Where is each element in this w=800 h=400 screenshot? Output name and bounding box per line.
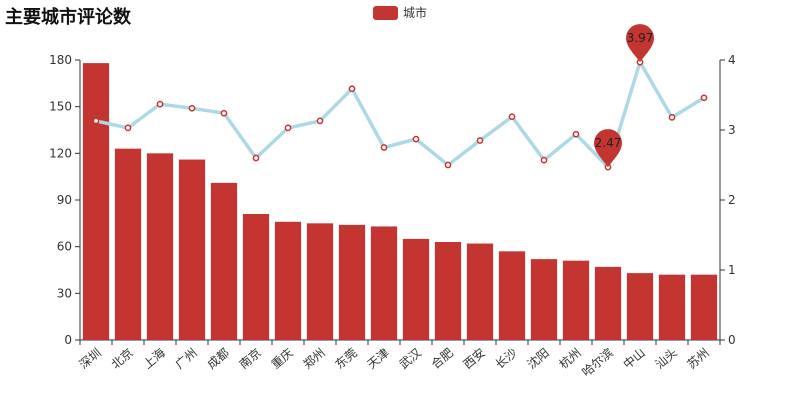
line-point [540, 156, 548, 164]
bar [658, 274, 686, 340]
line-point [316, 117, 324, 125]
x-axis-tick-label: 哈尔滨 [579, 345, 616, 380]
line-point [92, 117, 100, 125]
line-series [92, 58, 708, 171]
line-point [508, 113, 516, 121]
left-axis-tick-label: 0 [64, 333, 72, 347]
mark-point-pin [626, 24, 654, 63]
left-axis-tick-label: 30 [57, 286, 72, 300]
x-axis-tick-label: 合肥 [428, 345, 456, 372]
x-axis-tick-label: 南京 [236, 345, 264, 372]
x-axis-tick-label: 中山 [620, 345, 648, 372]
right-axis-tick-label: 4 [728, 53, 736, 67]
x-axis-tick-label: 北京 [109, 346, 136, 372]
line-point [700, 94, 708, 102]
line-point [476, 137, 484, 144]
bar [690, 274, 718, 340]
bar [306, 223, 334, 340]
bar [242, 214, 270, 340]
x-axis-tick-label: 成都 [205, 346, 232, 372]
bar [114, 148, 142, 340]
x-axis-tick-label: 东莞 [333, 346, 360, 372]
x-axis-tick-label: 汕头 [653, 346, 680, 372]
bar [530, 259, 558, 340]
bar [210, 182, 238, 340]
bar [466, 243, 494, 340]
line-point [284, 124, 292, 132]
legend-swatch [373, 5, 398, 20]
x-axis-tick-label: 武汉 [397, 346, 424, 372]
bar [562, 260, 590, 340]
left-axis-tick-label: 120 [49, 146, 72, 160]
line-point [444, 161, 452, 169]
bar-series [82, 63, 718, 340]
line-point [412, 135, 420, 143]
bar [82, 63, 110, 340]
x-axis-tick-label: 深圳 [77, 346, 104, 372]
bar [626, 273, 654, 340]
line-point [348, 85, 356, 93]
bar [274, 221, 302, 340]
x-axis-tick-label: 上海 [140, 345, 168, 372]
line-path [95, 60, 705, 169]
right-axis-tick-label: 0 [728, 333, 736, 347]
x-axis-tick-label: 西安 [460, 345, 488, 372]
bar [434, 242, 462, 340]
x-axis-tick-label: 郑州 [300, 345, 328, 372]
line-point [572, 130, 580, 138]
legend[interactable]: 城市 [373, 4, 427, 21]
line-point [188, 104, 196, 112]
x-axis-tick-label: 沈阳 [524, 345, 552, 372]
mark-points: 3.97 2.47 [594, 24, 654, 168]
line-point [380, 144, 388, 151]
bar [370, 226, 398, 340]
x-axis-tick-label: 长沙 [493, 346, 520, 372]
left-axis-tick-label: 60 [57, 240, 72, 254]
line-point [668, 114, 676, 121]
x-axis-tick-label: 苏州 [685, 346, 712, 372]
bar [402, 238, 430, 340]
bar [146, 153, 174, 340]
chart-title: 主要城市评论数 [5, 7, 131, 28]
right-axis-tick-label: 3 [728, 123, 736, 137]
line-point [220, 109, 228, 117]
mark-point-label: 2.47 [595, 136, 622, 150]
left-axis-tick-label: 180 [49, 53, 72, 67]
x-axis-tick-label: 广州 [173, 346, 200, 372]
x-axis-tick-label: 重庆 [269, 346, 296, 372]
left-axis-tick-label: 150 [49, 100, 72, 114]
legend-label: 城市 [403, 6, 428, 20]
bar [594, 266, 622, 340]
bar [498, 251, 526, 340]
bar [338, 224, 366, 340]
right-axis-tick-label: 1 [728, 263, 736, 277]
right-axis-tick-label: 2 [728, 193, 736, 207]
left-axis-tick-label: 90 [57, 193, 72, 207]
line-point [156, 100, 164, 108]
line-point [124, 124, 132, 132]
mark-point-pin [594, 129, 622, 168]
mark-point-label: 3.97 [627, 31, 654, 45]
x-axis-tick-label: 天津 [365, 346, 392, 372]
line-point [252, 154, 260, 162]
bar [178, 159, 206, 340]
